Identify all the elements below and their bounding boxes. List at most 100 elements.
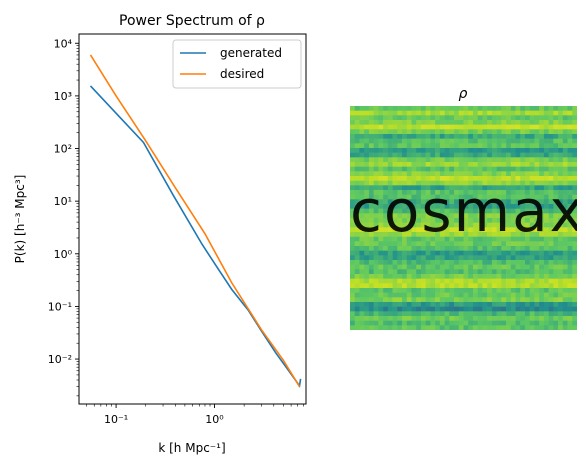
heatmap-cell bbox=[473, 325, 478, 330]
heatmap-cell bbox=[572, 269, 577, 274]
heatmap-cell bbox=[482, 293, 487, 298]
heatmap-cell bbox=[426, 274, 431, 279]
heatmap-cell bbox=[568, 157, 573, 162]
heatmap-cell bbox=[558, 293, 563, 298]
heatmap-cell bbox=[568, 171, 573, 176]
heatmap-cell bbox=[534, 279, 539, 284]
heatmap-cell bbox=[393, 171, 398, 176]
heatmap-cell bbox=[421, 311, 426, 316]
heatmap-cell bbox=[487, 157, 492, 162]
heatmap-cell bbox=[440, 293, 445, 298]
heatmap-cell bbox=[459, 269, 464, 274]
heatmap-cell bbox=[449, 106, 454, 111]
heatmap-cell bbox=[416, 162, 421, 167]
heatmap-cell bbox=[539, 265, 544, 270]
heatmap-cell bbox=[374, 302, 379, 307]
heatmap-cell bbox=[421, 120, 426, 125]
heatmap-cell bbox=[482, 283, 487, 288]
heatmap-cell bbox=[568, 288, 573, 293]
heatmap-cell bbox=[435, 321, 440, 326]
heatmap-cell bbox=[440, 143, 445, 148]
heatmap-cell bbox=[445, 162, 450, 167]
heatmap-cell bbox=[459, 265, 464, 270]
heatmap-cell bbox=[445, 153, 450, 158]
heatmap-cell bbox=[553, 283, 558, 288]
heatmap-cell bbox=[369, 293, 374, 298]
heatmap-cell bbox=[487, 125, 492, 130]
heatmap-cell bbox=[492, 129, 497, 134]
heatmap-cell bbox=[393, 279, 398, 284]
heatmap-cell bbox=[449, 111, 454, 116]
heatmap-cell bbox=[516, 115, 521, 120]
heatmap-cell bbox=[350, 162, 355, 167]
heatmap-cell bbox=[369, 316, 374, 321]
heatmap-cell bbox=[350, 134, 355, 139]
heatmap-cell bbox=[393, 316, 398, 321]
heatmap-cell bbox=[440, 307, 445, 312]
heatmap-cell bbox=[369, 120, 374, 125]
heatmap-cell bbox=[411, 255, 416, 260]
heatmap-cell bbox=[355, 269, 360, 274]
heatmap-cell bbox=[454, 162, 459, 167]
heatmap-cell bbox=[563, 120, 568, 125]
heatmap-cell bbox=[440, 171, 445, 176]
heatmap-cell bbox=[464, 129, 469, 134]
heatmap-cell bbox=[454, 274, 459, 279]
heatmap-cell bbox=[468, 316, 473, 321]
heatmap-cell bbox=[416, 255, 421, 260]
heatmap-cell bbox=[549, 120, 554, 125]
heatmap-cell bbox=[383, 288, 388, 293]
heatmap-cell bbox=[549, 251, 554, 256]
heatmap-cell bbox=[383, 125, 388, 130]
heatmap-cell bbox=[520, 251, 525, 256]
heatmap-cell bbox=[478, 307, 483, 312]
heatmap-cell bbox=[473, 269, 478, 274]
series-line-desired bbox=[91, 55, 300, 387]
heatmap-cell bbox=[364, 129, 369, 134]
heatmap-cell bbox=[558, 325, 563, 330]
heatmap-cell bbox=[511, 265, 516, 270]
heatmap-cell bbox=[520, 157, 525, 162]
heatmap-cell bbox=[525, 288, 530, 293]
heatmap-cell bbox=[374, 171, 379, 176]
heatmap-cell bbox=[563, 115, 568, 120]
heatmap-cell bbox=[478, 311, 483, 316]
heatmap-cell bbox=[516, 265, 521, 270]
heatmap-cell bbox=[482, 321, 487, 326]
heatmap-cell bbox=[378, 283, 383, 288]
heatmap-cell bbox=[378, 115, 383, 120]
heatmap-cell bbox=[383, 307, 388, 312]
heatmap-cell bbox=[516, 167, 521, 172]
heatmap-cell bbox=[544, 316, 549, 321]
heatmap-cell bbox=[355, 316, 360, 321]
heatmap-cell bbox=[393, 129, 398, 134]
heatmap-cell bbox=[397, 302, 402, 307]
heatmap-cell bbox=[435, 283, 440, 288]
heatmap-cell bbox=[501, 148, 506, 153]
heatmap-cell bbox=[539, 269, 544, 274]
heatmap-cell bbox=[454, 115, 459, 120]
heatmap-cell bbox=[435, 251, 440, 256]
heatmap-cell bbox=[558, 129, 563, 134]
heatmap-cell bbox=[430, 115, 435, 120]
heatmap-cell bbox=[369, 265, 374, 270]
heatmap-cell bbox=[530, 246, 535, 251]
heatmap-cell bbox=[544, 325, 549, 330]
heatmap-cell bbox=[568, 153, 573, 158]
heatmap-cell bbox=[355, 134, 360, 139]
heatmap-cell bbox=[454, 279, 459, 284]
heatmap-cell bbox=[411, 134, 416, 139]
heatmap-cell bbox=[468, 274, 473, 279]
heatmap-cell bbox=[374, 148, 379, 153]
heatmap-cell bbox=[492, 157, 497, 162]
heatmap-cell bbox=[492, 288, 497, 293]
heatmap-cell bbox=[374, 293, 379, 298]
heatmap-cell bbox=[454, 129, 459, 134]
heatmap-cell bbox=[501, 321, 506, 326]
heatmap-cell bbox=[449, 325, 454, 330]
heatmap-cell bbox=[549, 143, 554, 148]
heatmap-cell bbox=[435, 297, 440, 302]
heatmap-cell bbox=[416, 325, 421, 330]
heatmap-cell bbox=[544, 106, 549, 111]
heatmap-cell bbox=[440, 269, 445, 274]
